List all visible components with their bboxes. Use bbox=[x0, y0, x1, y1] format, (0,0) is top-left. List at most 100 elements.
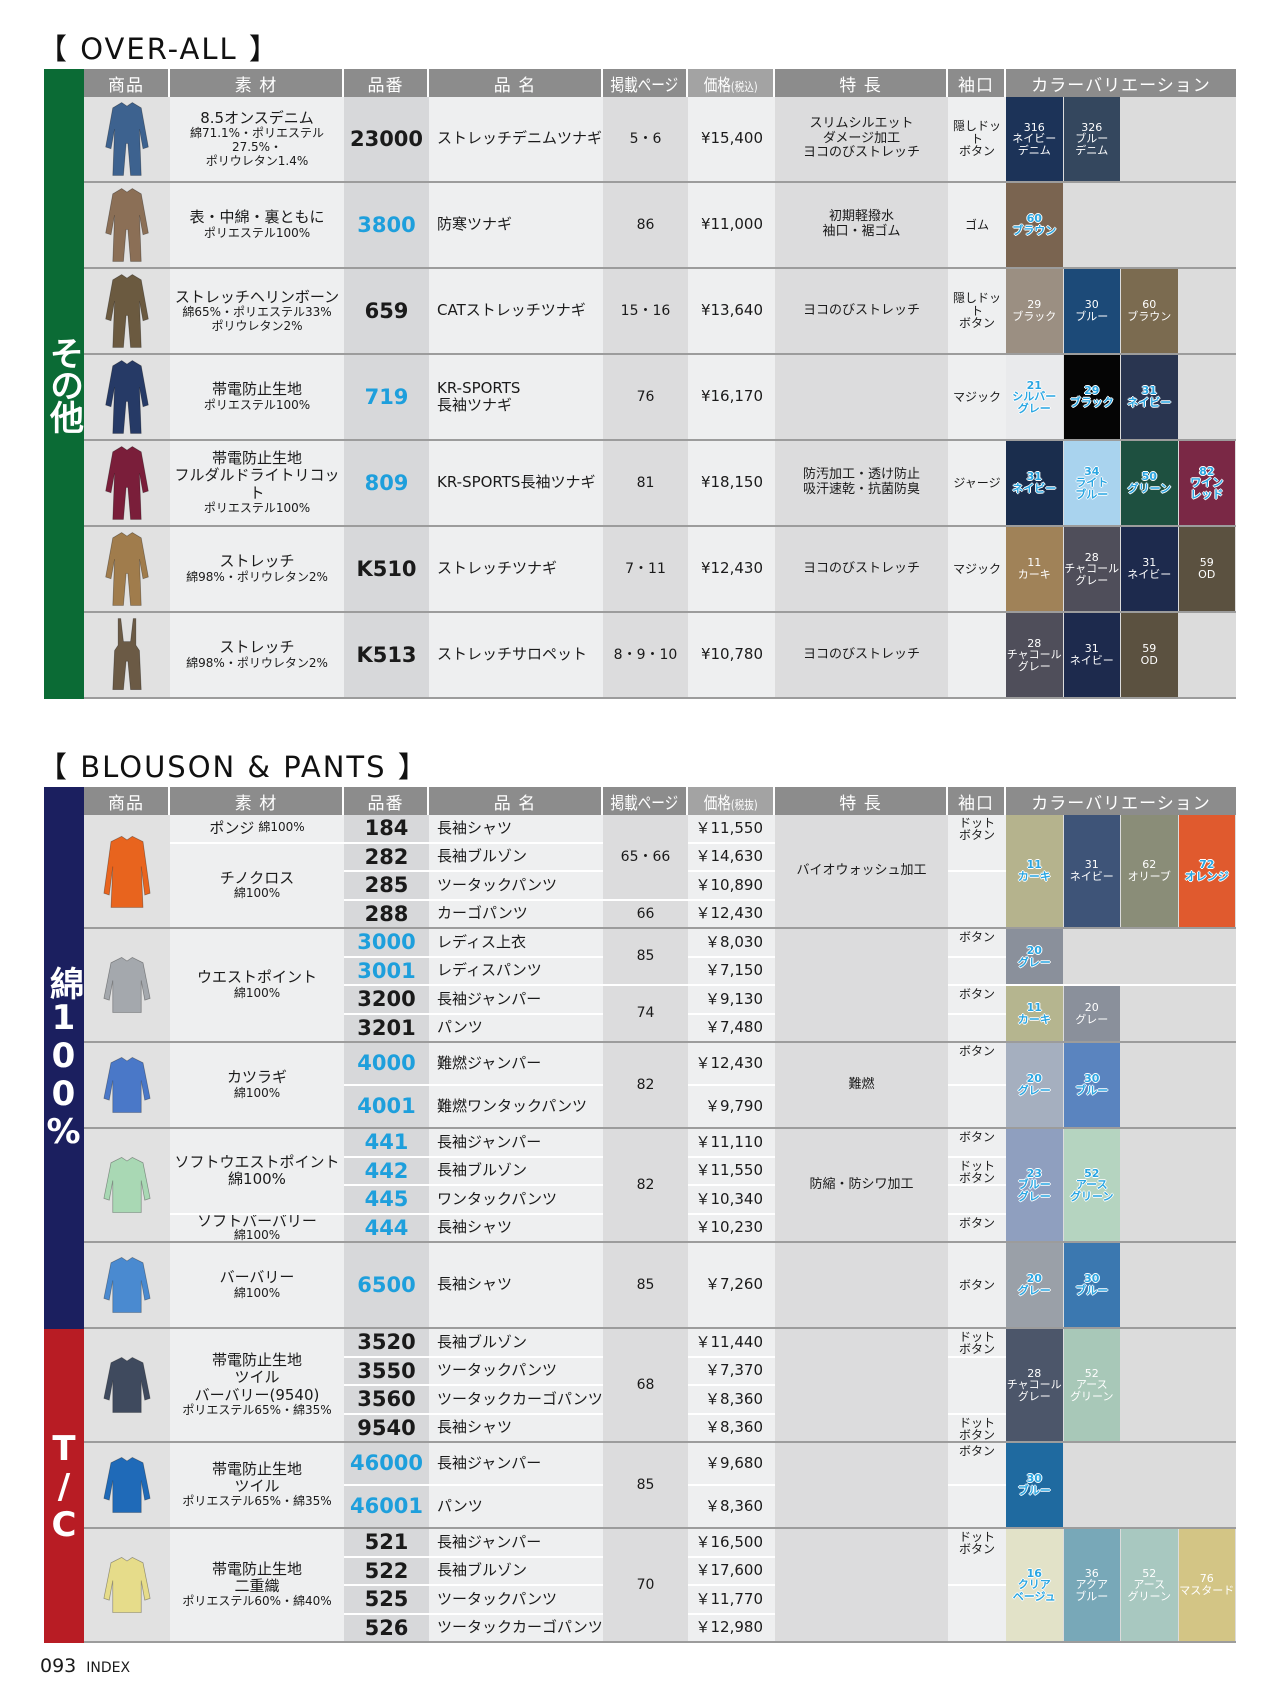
color-swatch[interactable]: 29 ブラック bbox=[1006, 269, 1063, 353]
product-image-cell bbox=[84, 1529, 170, 1641]
product-code: 521 bbox=[344, 1529, 429, 1556]
product-name: ストレッチデニムツナギ bbox=[429, 97, 603, 181]
product-code: 3520 bbox=[344, 1329, 429, 1356]
sleeve-type bbox=[948, 613, 1006, 697]
color-swatch[interactable]: 30 ブルー bbox=[1063, 1043, 1120, 1127]
color-name: チャコール グレー bbox=[1064, 562, 1120, 587]
material-cell: ストレッチヘリンボーン 綿65%・ポリエステル33% ポリウレタン2% bbox=[170, 269, 344, 353]
color-swatch[interactable]: 31 ネイビー bbox=[1063, 815, 1120, 927]
product-feature bbox=[775, 355, 948, 439]
color-swatch[interactable]: 20 グレー bbox=[1006, 929, 1063, 984]
color-swatch[interactable]: 59 OD bbox=[1121, 613, 1178, 697]
overall-section: その他 商品 素 材 品番 品 名 掲載ページ 価格 (税込) 特 長 袖口 カラーバリエーション… bbox=[44, 69, 1236, 699]
product-name: ツータックパンツ bbox=[429, 872, 603, 899]
product-code: 23000 bbox=[344, 97, 429, 181]
color-swatch[interactable]: 20 グレー bbox=[1006, 1043, 1063, 1127]
color-swatch[interactable]: 72 オレンジ bbox=[1178, 815, 1235, 927]
color-swatch[interactable]: 76 マスタード bbox=[1178, 1529, 1235, 1641]
material-cell: 帯電防止生地 二重織 ポリエステル60%・綿40% bbox=[170, 1529, 344, 1641]
color-swatch[interactable]: 31 ネイビー bbox=[1006, 441, 1063, 525]
color-code: 50 bbox=[1141, 470, 1157, 484]
jacket-image bbox=[103, 1157, 151, 1213]
color-swatch[interactable]: 11 カーキ bbox=[1006, 527, 1063, 611]
product-code: 3200 bbox=[344, 986, 429, 1013]
catalog-page: 82 bbox=[603, 1129, 688, 1241]
color-swatch[interactable]: 60 ブラウン bbox=[1121, 269, 1178, 353]
catalog-page: 70 bbox=[603, 1529, 688, 1641]
product-group: カツラギ 綿100% 4000 難燃ジャンパー ￥12,430 4001 難燃ワンタックパン… bbox=[84, 1043, 1236, 1129]
color-swatch[interactable]: 21 シルバー グレー bbox=[1006, 355, 1063, 439]
product-code: 46000 bbox=[344, 1443, 429, 1484]
color-swatch[interactable]: 28 チャコール グレー bbox=[1063, 527, 1120, 611]
color-swatch[interactable]: 36 アクア ブルー bbox=[1063, 1529, 1120, 1641]
product-group: 帯電防止生地 二重織 ポリエステル60%・綿40% 521 長袖ジャンパー ￥16,50… bbox=[84, 1529, 1236, 1643]
color-swatch[interactable]: 316 ネイビー デニム bbox=[1006, 97, 1063, 181]
sleeve-type: マジック bbox=[948, 527, 1006, 611]
material-cell: ソフトバーバリー 綿100% bbox=[170, 1214, 344, 1241]
color-swatch[interactable]: 16 クリア ベージュ bbox=[1006, 1529, 1063, 1641]
color-swatch[interactable]: 29 ブラック bbox=[1063, 355, 1120, 439]
color-code: 20 bbox=[1026, 1072, 1042, 1086]
color-swatch[interactable]: 20 グレー bbox=[1006, 1243, 1063, 1327]
color-swatch[interactable]: 30 ブルー bbox=[1006, 1443, 1063, 1527]
product-image-cell bbox=[84, 1329, 170, 1441]
material-name: 帯電防止生地 ツイル bbox=[211, 1459, 302, 1496]
material-composition: 綿98%・ポリウレタン2% bbox=[186, 655, 328, 670]
material-cell: ストレッチ 綿98%・ポリウレタン2% bbox=[170, 613, 344, 697]
color-swatch[interactable]: 28 チャコール グレー bbox=[1006, 1329, 1063, 1441]
material-name: ストレッチ bbox=[219, 552, 295, 571]
header-feature: 特 長 bbox=[775, 787, 948, 815]
color-swatch[interactable]: 31 ネイビー bbox=[1121, 527, 1178, 611]
color-name: OD bbox=[1140, 654, 1158, 667]
material-name: バーバリー bbox=[219, 1268, 295, 1287]
product-code: 184 bbox=[344, 815, 429, 842]
color-swatch[interactable]: 20 グレー bbox=[1063, 986, 1120, 1041]
color-swatch[interactable]: 30 ブルー bbox=[1063, 1243, 1120, 1327]
catalog-page: 65・66 bbox=[603, 815, 688, 899]
color-name: ブルー bbox=[1075, 310, 1109, 323]
catalog-page: 7・11 bbox=[603, 527, 688, 611]
color-swatch[interactable]: 326 ブルー デニム bbox=[1063, 97, 1120, 181]
blouson-table: 商品 素 材 品番 品 名 掲載ページ 価格 (税抜) 特 長 袖口 カラーバリエーション ポンジ綿… bbox=[84, 787, 1236, 1643]
color-name: ブルー デニム bbox=[1075, 132, 1109, 157]
color-swatch[interactable]: 31 ネイビー bbox=[1121, 355, 1178, 439]
header-page-label: 掲載ページ bbox=[610, 75, 679, 96]
color-name: ネイビー bbox=[1012, 482, 1057, 495]
color-swatch[interactable]: 34 ライト ブルー bbox=[1063, 441, 1120, 525]
header-name: 品 名 bbox=[429, 787, 603, 815]
color-name: ブルー グレー bbox=[1017, 1178, 1051, 1203]
product-group: ポンジ 綿100% チノクロス 綿100% 184 長袖シャツ ￥11,550 282 長袖ブル… bbox=[84, 815, 1236, 929]
product-code: 441 bbox=[344, 1129, 429, 1156]
product-name: 難燃ジャンパー bbox=[429, 1043, 603, 1084]
product-feature: スリムシルエット ダメージ加工 ヨコのびストレッチ bbox=[775, 97, 948, 181]
product-image-cell bbox=[84, 183, 170, 267]
color-swatch[interactable]: 52 アース グリーン bbox=[1063, 1329, 1120, 1441]
color-code: 31 bbox=[1142, 556, 1157, 570]
product-code: 3001 bbox=[344, 957, 429, 984]
color-name: アース グリーン bbox=[1070, 1378, 1114, 1403]
color-swatch[interactable]: 11 カーキ bbox=[1006, 986, 1063, 1041]
color-swatch[interactable]: 62 オリーブ bbox=[1121, 815, 1178, 927]
color-swatch[interactable]: 30 ブルー bbox=[1063, 269, 1120, 353]
product-name: ツータックパンツ bbox=[429, 1357, 603, 1384]
product-price: ￥14,630 bbox=[688, 843, 775, 870]
header-sleeve-label: 袖口 bbox=[958, 793, 994, 814]
material-name: ストレッチヘリンボーン bbox=[174, 287, 340, 306]
color-name: クリア ベージュ bbox=[1012, 1578, 1056, 1603]
product-price: ￥16,500 bbox=[688, 1529, 775, 1556]
color-swatch[interactable]: 31 ネイビー bbox=[1063, 613, 1120, 697]
product-name: レディス上衣 bbox=[429, 929, 603, 956]
product-feature bbox=[775, 1529, 948, 1641]
color-swatch[interactable]: 60 ブラウン bbox=[1006, 183, 1063, 267]
color-swatch[interactable]: 50 グリーン bbox=[1121, 441, 1178, 525]
color-swatch[interactable]: 52 アース グリーン bbox=[1063, 1129, 1120, 1241]
color-swatch[interactable]: 23 ブルー グレー bbox=[1006, 1129, 1063, 1241]
color-swatch[interactable]: 28 チャコール グレー bbox=[1006, 613, 1063, 697]
color-swatch[interactable]: 59 OD bbox=[1178, 527, 1235, 611]
color-name: ブラック bbox=[1069, 396, 1114, 409]
color-swatch[interactable]: 82 ワイン レッド bbox=[1178, 441, 1235, 525]
product-code: 719 bbox=[344, 355, 429, 439]
header-name-label: 品 名 bbox=[493, 75, 537, 96]
color-swatch[interactable]: 11 カーキ bbox=[1006, 815, 1063, 927]
color-swatch[interactable]: 52 アース グリーン bbox=[1121, 1529, 1178, 1641]
